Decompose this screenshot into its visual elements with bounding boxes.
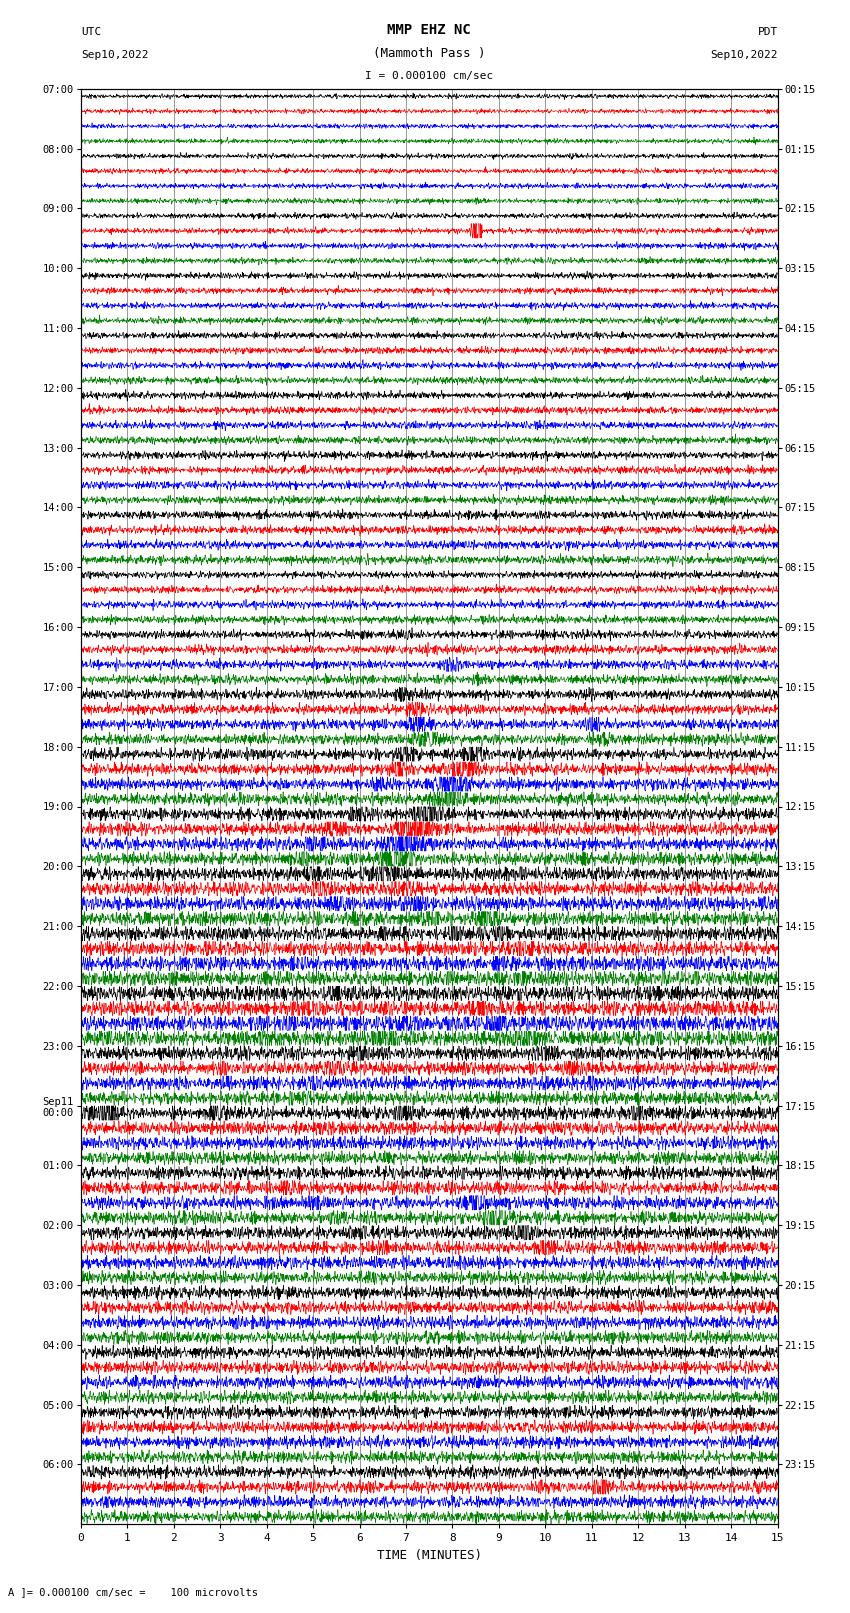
Text: A ]= 0.000100 cm/sec =    100 microvolts: A ]= 0.000100 cm/sec = 100 microvolts bbox=[8, 1587, 258, 1597]
Text: I = 0.000100 cm/sec: I = 0.000100 cm/sec bbox=[366, 71, 493, 81]
Text: Sep10,2022: Sep10,2022 bbox=[711, 50, 778, 60]
X-axis label: TIME (MINUTES): TIME (MINUTES) bbox=[377, 1548, 482, 1561]
Text: UTC: UTC bbox=[81, 27, 101, 37]
Text: (Mammoth Pass ): (Mammoth Pass ) bbox=[373, 47, 485, 60]
Text: MMP EHZ NC: MMP EHZ NC bbox=[388, 23, 471, 37]
Text: PDT: PDT bbox=[757, 27, 778, 37]
Text: Sep10,2022: Sep10,2022 bbox=[81, 50, 148, 60]
